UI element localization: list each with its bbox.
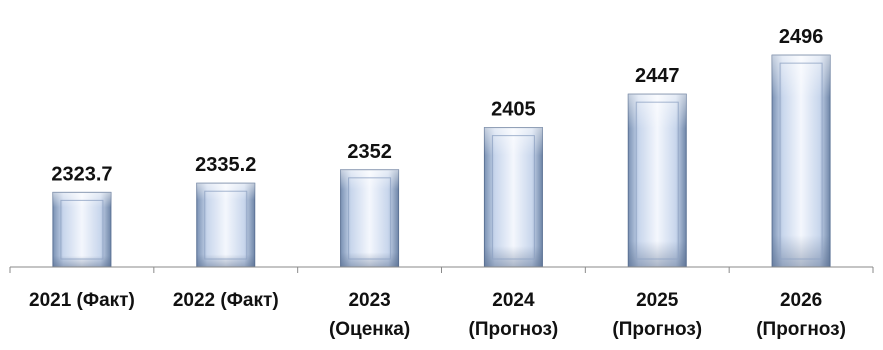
bar-shade: [628, 94, 687, 267]
bar-shade: [484, 127, 543, 267]
bars-layer: [52, 54, 831, 268]
bar-bevel: [204, 190, 248, 260]
value-label: 2447: [635, 65, 680, 87]
bar-bevel: [779, 62, 823, 260]
category-label: 2026: [780, 290, 822, 311]
value-label: 2352: [347, 141, 392, 163]
x-axis-ticks: [9, 267, 874, 273]
category-label: 2025: [636, 290, 679, 311]
category-label: (Прогноз): [612, 319, 702, 340]
category-label: (Прогноз): [469, 319, 559, 340]
category-label: (Оценка): [329, 319, 410, 340]
bar: [340, 169, 400, 268]
bar-shade: [196, 183, 255, 267]
value-label: 2323.7: [51, 163, 112, 185]
bar-bevel: [348, 177, 392, 260]
category-label: 2024: [492, 290, 535, 311]
category-label: 2022 (Факт): [173, 290, 279, 311]
value-label: 2335.2: [195, 154, 256, 176]
bar-bevel: [60, 199, 104, 260]
value-label: 2496: [779, 26, 824, 48]
category-label: 2023: [348, 290, 390, 311]
bar-shade: [52, 192, 111, 267]
bar: [771, 54, 831, 268]
bar: [627, 93, 687, 268]
bar: [483, 127, 543, 268]
bar-shade: [340, 169, 399, 267]
value-label: 2405: [491, 99, 536, 121]
bar: [196, 182, 256, 268]
bar: [52, 191, 112, 268]
bar-shade: [772, 55, 831, 268]
bar-bevel: [635, 101, 679, 260]
category-label: (Прогноз): [756, 319, 846, 340]
labels-layer: 2323.7 2021 (Факт) 2335.2 2022 (Факт) 2352 20…: [29, 26, 846, 340]
bar-bevel: [491, 135, 535, 260]
category-label: 2021 (Факт): [29, 290, 135, 311]
